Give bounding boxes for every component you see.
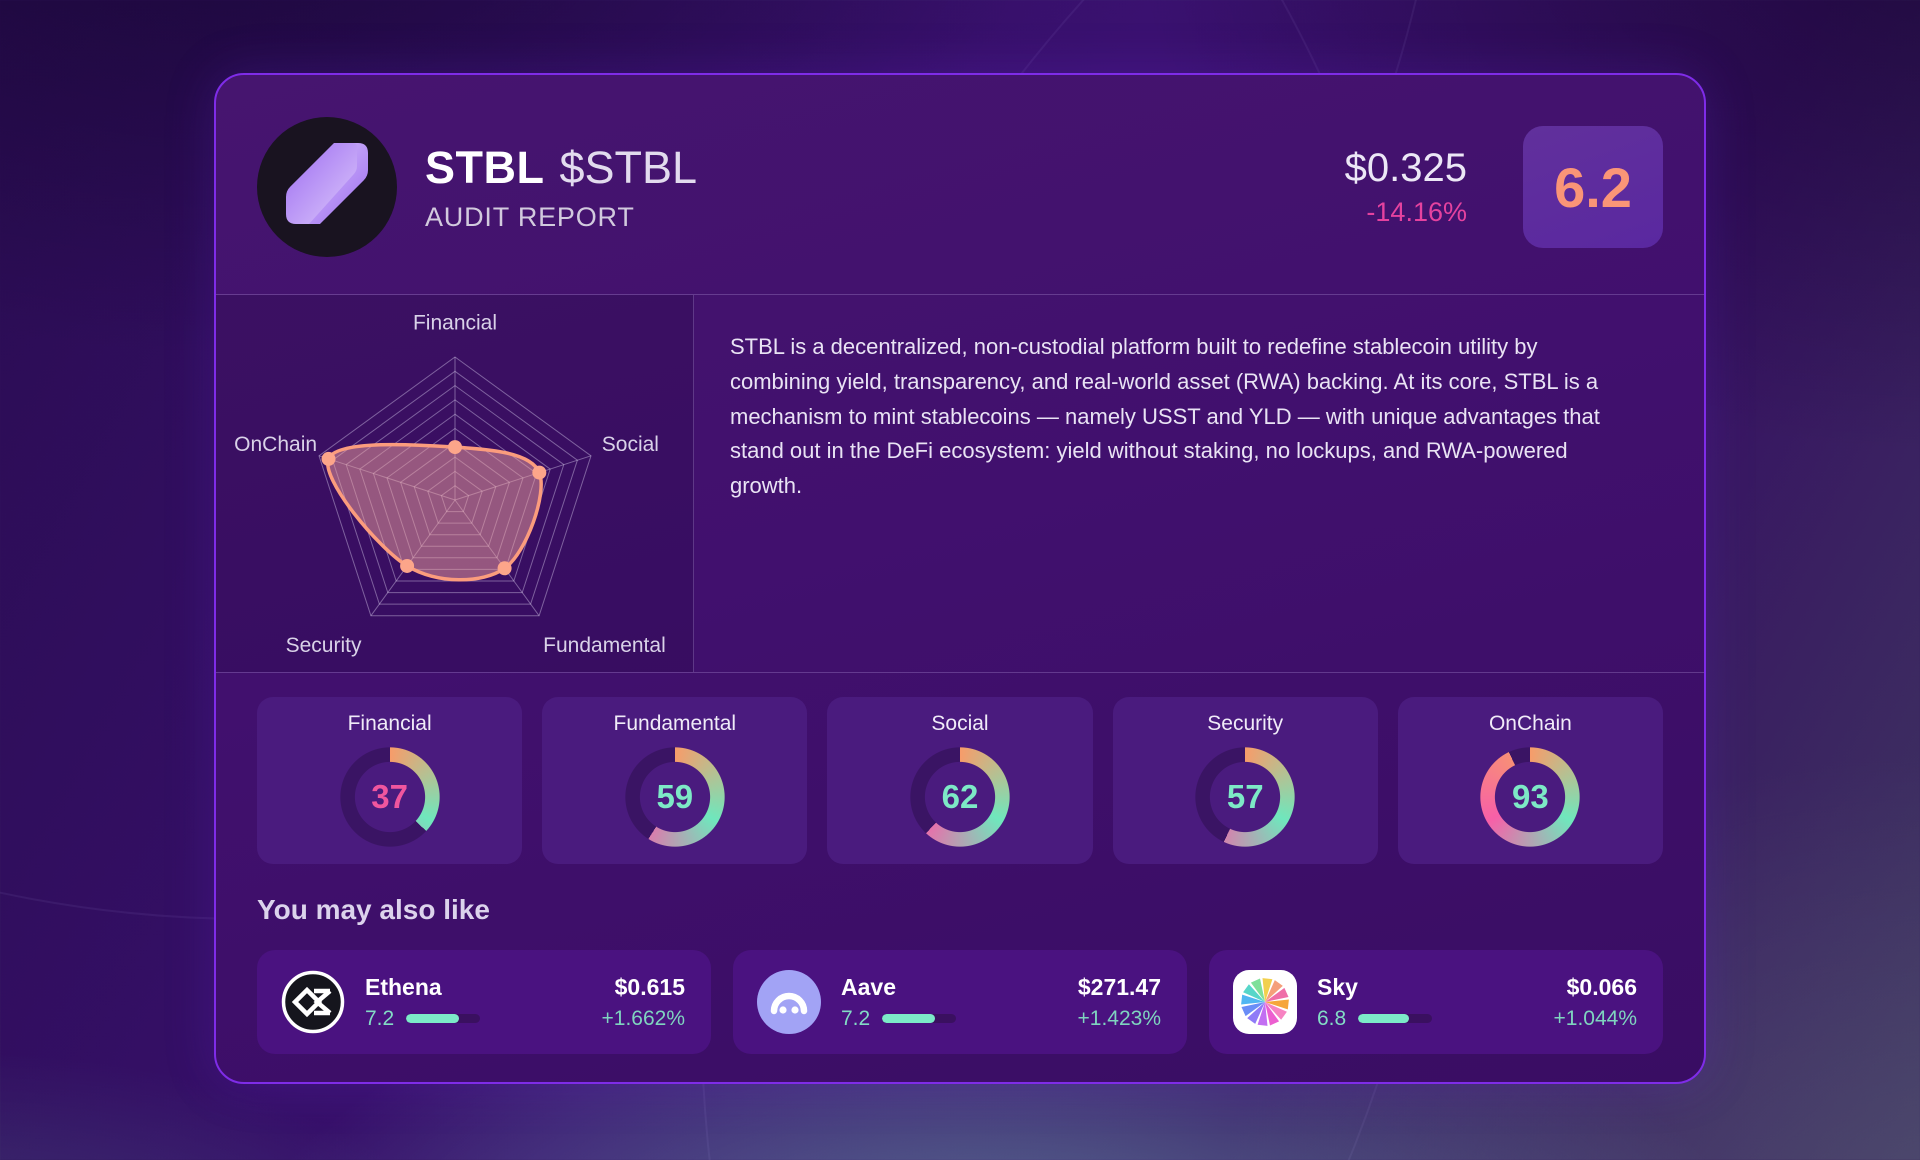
- suggestion-token-name: Aave: [841, 973, 896, 1000]
- suggestion-card-sky[interactable]: Sky 6.8 $0.066 +1.044%: [1209, 950, 1663, 1054]
- gauge-progress-arc: [337, 745, 442, 849]
- gauge-progress-arc: [622, 745, 727, 849]
- score-value: 57: [1226, 778, 1264, 815]
- token-ticker: $STBL: [559, 141, 698, 193]
- suggestions-heading: You may also like: [257, 894, 490, 925]
- radar-axis-label: Security: [286, 634, 362, 657]
- score-card-title: Security: [1207, 712, 1284, 735]
- score-card-social: Social 62: [827, 697, 1093, 864]
- token-info: Sky 6.8: [1317, 973, 1433, 1031]
- radar-axis-label: Financial: [413, 312, 497, 335]
- suggestions-row: Ethena 7.2 $0.615 +1.662% Aave 7.2 $271.47 +1.4…: [257, 950, 1663, 1054]
- stbl-logo-icon: [257, 117, 397, 257]
- token-price-block: $0.615 +1.662%: [602, 974, 686, 1031]
- score-card-fundamental: Fundamental 59: [542, 697, 808, 864]
- title-block: STBL $STBL AUDIT REPORT: [425, 142, 697, 233]
- score-progress-bar: [406, 1014, 481, 1023]
- token-price-block: $0.066 +1.044%: [1554, 974, 1638, 1031]
- score-value: 59: [656, 778, 694, 815]
- suggestion-token-name: Sky: [1317, 973, 1358, 1000]
- aave-icon: [757, 970, 821, 1034]
- project-description: STBL is a decentralized, non-custodial p…: [730, 334, 1600, 498]
- gauge-progress-arc: [1478, 745, 1583, 849]
- sky-icon: [1233, 970, 1297, 1034]
- score-gauge: 93: [1478, 745, 1583, 849]
- score-card-title: OnChain: [1488, 712, 1572, 735]
- score-gauge: 57: [1193, 745, 1298, 849]
- suggestion-token-price: $271.47: [1077, 973, 1161, 1000]
- radar-data-point: [497, 561, 512, 576]
- radar-grid-ring: [318, 356, 592, 617]
- gauge-progress-arc: [908, 745, 1012, 849]
- token-info: Ethena 7.2: [365, 973, 481, 1031]
- score-value: 93: [1512, 778, 1549, 815]
- score-value: 37: [371, 778, 408, 815]
- token-price-block: $271.47 +1.423%: [1078, 974, 1162, 1031]
- suggestion-token-score: 6.8: [1317, 1006, 1347, 1030]
- radar-data-point: [321, 451, 336, 466]
- radar-data-point: [400, 558, 415, 573]
- gauge-progress-arc: [1193, 745, 1298, 849]
- price-block: $0.325 -14.16%: [1345, 146, 1467, 228]
- suggestion-token-change: +1.662%: [601, 1006, 686, 1030]
- suggestion-token-price: $0.066: [1566, 973, 1637, 1000]
- radar-data-point: [532, 465, 547, 480]
- score-gauges-row: Financial 37 Fundamental 59 Social 62 Security…: [257, 697, 1664, 864]
- radar-chart: Financial Social Fundamental Security OnChai…: [216, 295, 694, 672]
- score-card-security: Security 57: [1112, 697, 1378, 864]
- score-card-title: Social: [931, 712, 989, 735]
- overview-section: Financial Social Fundamental Security OnChai…: [216, 294, 1704, 673]
- suggestion-token-name: Ethena: [365, 973, 442, 1000]
- report-subtitle: AUDIT REPORT: [425, 201, 635, 232]
- radar-axis-label: OnChain: [234, 433, 317, 456]
- suggestion-token-price: $0.615: [614, 973, 685, 1000]
- radar-data-point: [448, 440, 462, 455]
- score-card-title: Fundamental: [613, 712, 737, 735]
- score-card-onchain: OnChain 93: [1397, 697, 1664, 864]
- radar-grid-ring: [332, 370, 578, 605]
- token-price-change: -14.16%: [1366, 197, 1467, 227]
- suggestion-card-ethena[interactable]: Ethena 7.2 $0.615 +1.662%: [257, 950, 711, 1054]
- score-gauge: 37: [337, 745, 442, 849]
- description-panel: STBL is a decentralized, non-custodial p…: [694, 295, 1704, 672]
- score-progress-fill: [1358, 1014, 1409, 1023]
- card-header: STBL $STBL AUDIT REPORT $0.325 -14.16% 6…: [216, 75, 1704, 257]
- score-progress-bar: [1358, 1014, 1433, 1023]
- suggestion-card-aave[interactable]: Aave 7.2 $271.47 +1.423%: [733, 950, 1187, 1054]
- suggestion-token-change: +1.044%: [1553, 1006, 1638, 1030]
- score-card-title: Financial: [347, 712, 432, 735]
- score-progress-fill: [406, 1014, 460, 1023]
- radar-data-area: [326, 442, 543, 582]
- token-info: Aave 7.2: [841, 973, 957, 1031]
- token-name: STBL: [425, 141, 545, 193]
- overall-score-badge: 6.2: [1523, 126, 1663, 248]
- score-value: 62: [941, 778, 979, 815]
- score-progress-bar: [882, 1014, 957, 1023]
- radar-axis-label: Social: [602, 433, 659, 456]
- radar-axis-label: Fundamental: [543, 634, 666, 657]
- token-price: $0.325: [1344, 146, 1467, 190]
- ethena-icon: [281, 970, 345, 1034]
- score-progress-fill: [882, 1014, 936, 1023]
- score-gauge: 59: [622, 745, 727, 849]
- score-card-financial: Financial 37: [257, 697, 523, 864]
- suggestion-token-change: +1.423%: [1077, 1006, 1162, 1030]
- suggestion-token-score: 7.2: [841, 1006, 871, 1030]
- audit-report-card: STBL $STBL AUDIT REPORT $0.325 -14.16% 6…: [214, 73, 1706, 1084]
- suggestion-token-score: 7.2: [365, 1006, 395, 1030]
- score-gauge: 62: [908, 745, 1012, 849]
